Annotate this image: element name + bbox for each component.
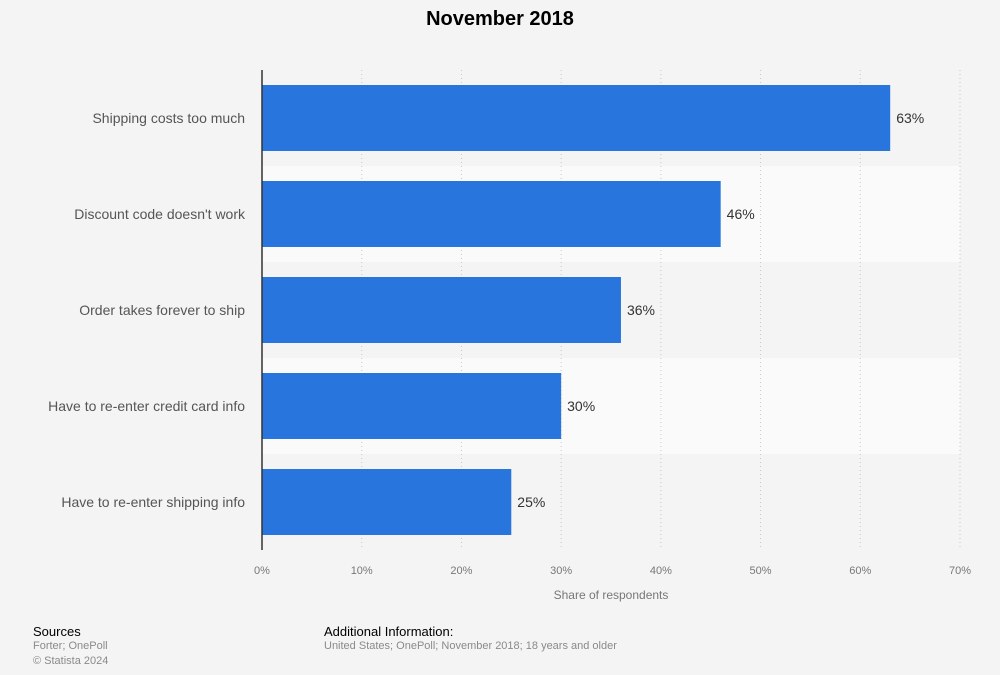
- category-label: Shipping costs too much: [92, 110, 245, 126]
- x-axis-title: Share of respondents: [554, 588, 669, 602]
- sources-text: Forter; OnePoll: [33, 640, 108, 652]
- sources-block: Sources Forter; OnePoll © Statista 2024: [33, 624, 108, 669]
- bar: [262, 373, 562, 439]
- bar: [262, 277, 621, 343]
- bar-chart: Shipping costs too much 63% Discount code …: [48, 70, 971, 602]
- value-label: 63%: [896, 110, 924, 126]
- category-label: Have to re-enter credit card info: [48, 398, 245, 414]
- x-tick-label: 50%: [750, 565, 772, 577]
- additional-info-block: Additional Information: United States; O…: [324, 624, 617, 654]
- x-tick-label: 60%: [849, 565, 871, 577]
- additional-info-heading: Additional Information:: [324, 624, 454, 639]
- bar: [262, 85, 891, 151]
- category-label: Order takes forever to ship: [79, 302, 245, 318]
- x-tick-label: 30%: [550, 565, 572, 577]
- x-tick-label: 20%: [450, 565, 472, 577]
- x-tick-label: 70%: [949, 565, 971, 577]
- value-label: 25%: [517, 494, 545, 510]
- bar: [262, 469, 512, 535]
- value-label: 46%: [727, 206, 755, 222]
- value-label: 30%: [567, 398, 595, 414]
- bar: [262, 181, 721, 247]
- chart-title: November 2018: [426, 8, 574, 30]
- x-tick-label: 10%: [351, 565, 373, 577]
- sources-heading: Sources: [33, 624, 81, 639]
- category-label: Discount code doesn't work: [74, 206, 246, 222]
- value-label: 36%: [627, 302, 655, 318]
- category-label: Have to re-enter shipping info: [61, 494, 245, 510]
- copyright-text: © Statista 2024: [33, 655, 109, 667]
- x-tick-label: 40%: [650, 565, 672, 577]
- x-tick-label: 0%: [254, 565, 270, 577]
- additional-info-text: United States; OnePoll; November 2018; 1…: [324, 640, 617, 652]
